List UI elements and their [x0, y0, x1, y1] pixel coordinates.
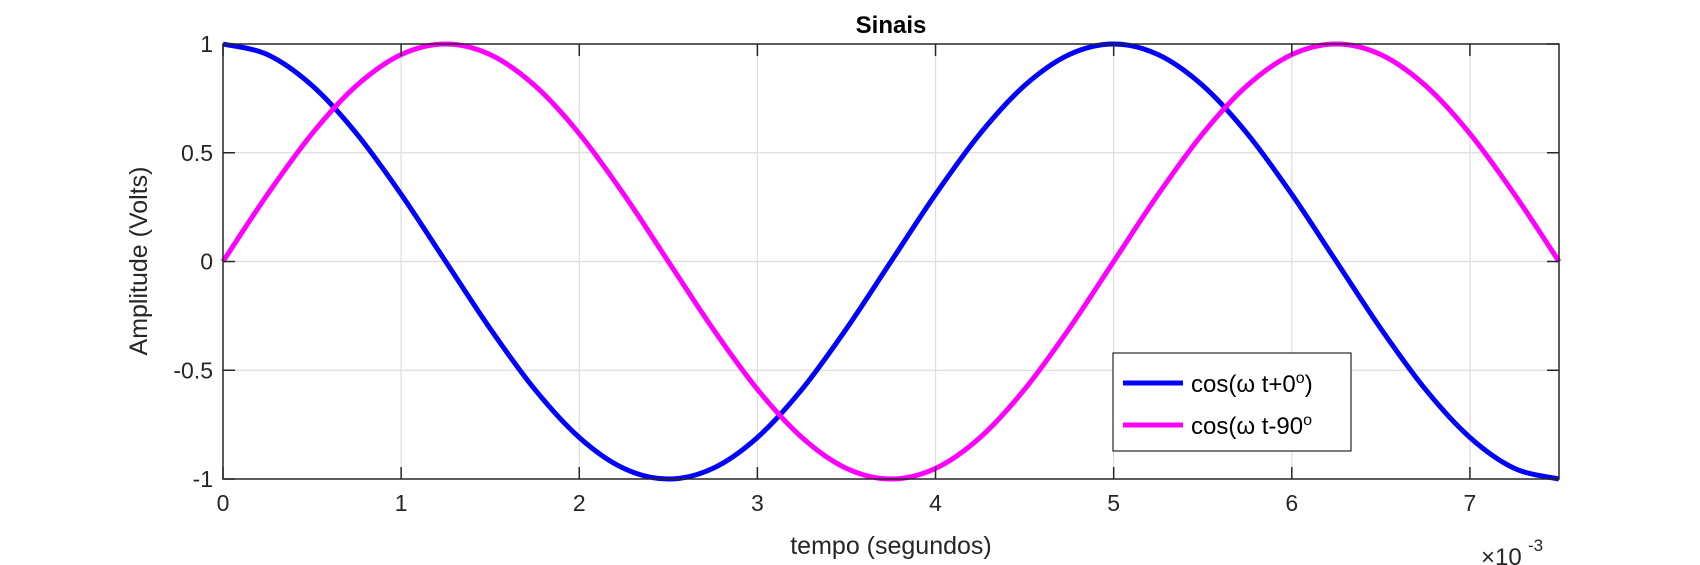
y-tick-label: 1 [200, 31, 213, 57]
legend-label-series-1-main: cos(ω t+0 [1191, 371, 1296, 398]
legend-label-series-1: cos(ω t+0o) [1191, 370, 1313, 398]
y-tick-label: -1 [193, 466, 213, 492]
legend-label-series-1-suffix: ) [1305, 371, 1313, 398]
x-axis-label: tempo (segundos) [790, 532, 992, 560]
x-tick-label: 5 [1107, 490, 1120, 516]
legend-label-series-2: cos(ω t-90o [1191, 412, 1312, 440]
chart-title: Sinais [856, 12, 927, 39]
x-multiplier-base: ×10 [1481, 544, 1522, 565]
legend: cos(ω t+0o) cos(ω t-90o [1112, 352, 1352, 452]
series-line-1 [222, 41, 1560, 482]
y-tick-label: -0.5 [173, 357, 213, 383]
legend-label-series-1-sup: o [1296, 370, 1305, 387]
y-axis-label: Amplitude (Volts) [125, 167, 153, 356]
x-tick-label: 3 [751, 490, 764, 516]
x-tick-label: 4 [929, 490, 942, 516]
x-tick-label: 0 [217, 490, 230, 516]
x-tick-label: 7 [1464, 490, 1477, 516]
x-axis-multiplier: ×10 -3 [1481, 536, 1543, 565]
x-tick-label: 2 [573, 490, 586, 516]
legend-box [1112, 352, 1352, 452]
x-tick-label: 1 [395, 490, 408, 516]
x-multiplier-exponent: -3 [1528, 536, 1543, 555]
axis-ticks: 0 1 2 3 4 5 6 7 -1 -0.5 0 0.5 1 [173, 31, 1559, 516]
y-tick-label: 0 [200, 249, 213, 275]
legend-label-series-2-sup: o [1303, 412, 1312, 429]
x-tick-label: 6 [1285, 490, 1298, 516]
legend-label-series-2-main: cos(ω t-90 [1191, 413, 1303, 440]
y-tick-label: 0.5 [181, 140, 213, 166]
